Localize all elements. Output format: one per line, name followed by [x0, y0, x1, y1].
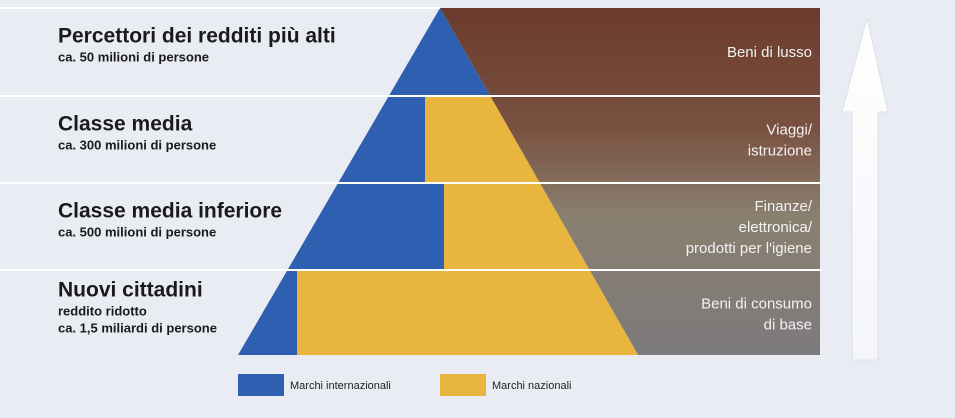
tier-subtitle: ca. 50 milioni di persone [58, 49, 209, 64]
product-label: Beni di lusso [727, 44, 812, 61]
tier-subtitle: ca. 500 milioni di persone [58, 224, 216, 239]
tier-title: Classe media inferiore [58, 200, 282, 223]
product-label: di base [764, 316, 812, 333]
product-label: Beni di consumo [701, 295, 812, 312]
tier-title: Nuovi cittadini [58, 279, 203, 302]
tier-subtitle: ca. 1,5 miliardi di persone [58, 320, 217, 335]
legend-swatch [238, 374, 284, 396]
legend-label: Marchi nazionali [492, 380, 571, 392]
product-label: elettronica/ [739, 219, 813, 236]
legend-swatch [440, 374, 486, 396]
legend-label: Marchi internazionali [290, 380, 391, 392]
tier-title: Percettori dei redditi più alti [58, 25, 336, 48]
product-label: Finanze/ [754, 198, 812, 215]
infographic: Percettori dei redditi più altica. 50 mi… [0, 0, 955, 418]
product-label: istruzione [748, 142, 812, 159]
tier-title: Classe media [58, 113, 193, 136]
product-label: prodotti per l'igiene [686, 240, 812, 257]
tier-subtitle: reddito ridotto [58, 303, 147, 318]
tier-national [297, 270, 638, 355]
tier-subtitle: ca. 300 milioni di persone [58, 137, 216, 152]
product-label: Viaggi/ [766, 121, 812, 138]
